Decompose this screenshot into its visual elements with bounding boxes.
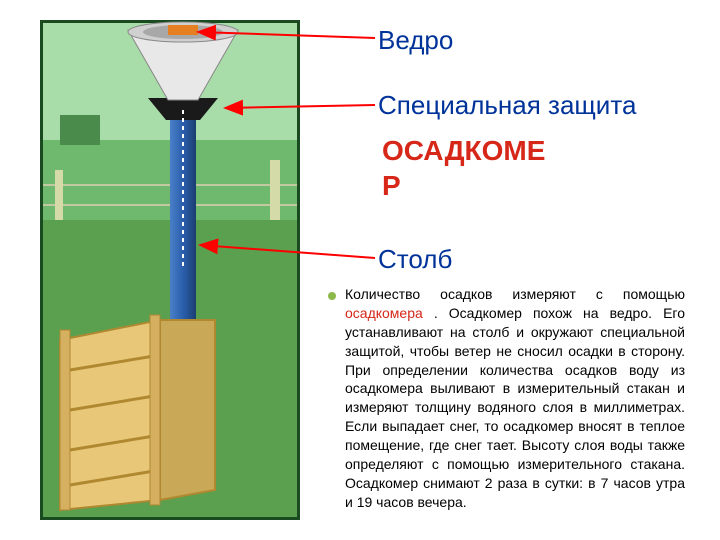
bullet-icon bbox=[328, 292, 336, 300]
para-highlight: осадкомера bbox=[345, 305, 423, 321]
rain-gauge-illustration bbox=[40, 20, 300, 520]
description-paragraph: Количество осадков измеряют с помощью ос… bbox=[345, 285, 685, 512]
title-line1: ОСАДКОМЕ bbox=[382, 135, 545, 167]
para-pre: Количество осадков измеряют с помощью bbox=[345, 286, 685, 302]
label-shield: Специальная защита bbox=[378, 90, 636, 121]
para-post: . Осадкомер похож на ведро. Его устанавл… bbox=[345, 305, 685, 510]
label-bucket: Ведро bbox=[378, 25, 453, 56]
title-line2: Р bbox=[382, 170, 401, 202]
label-pole: Столб bbox=[378, 244, 452, 275]
